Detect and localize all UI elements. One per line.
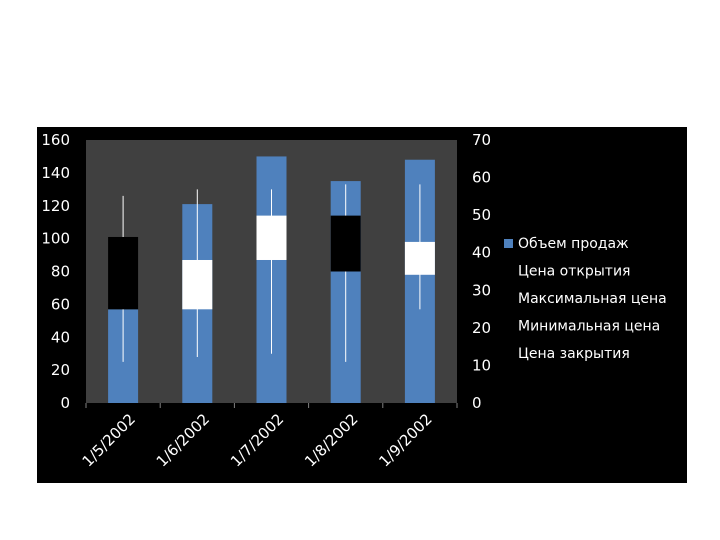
legend-label: Максимальная цена xyxy=(518,291,667,307)
legend-swatch-volume xyxy=(504,239,513,248)
right-tick-label: 50 xyxy=(472,206,491,224)
x-tick-label: 1/7/2002 xyxy=(227,410,287,470)
left-y-axis: 0 20 40 60 80 100 120 140 160 xyxy=(41,131,70,412)
legend-label: Цена открытия xyxy=(518,264,630,280)
candle-body-down xyxy=(108,236,139,310)
stock-chart: 0 20 40 60 80 100 120 140 160 0 10 20 30 40 50 60 70 1/… xyxy=(41,131,667,470)
right-tick-label: 60 xyxy=(472,169,491,187)
right-tick-label: 0 xyxy=(472,394,482,412)
candle-body-up xyxy=(404,241,435,275)
right-tick-label: 40 xyxy=(472,244,491,262)
x-tick-label: 1/5/2002 xyxy=(79,410,139,470)
left-tick-label: 120 xyxy=(41,197,70,215)
candle-body-up xyxy=(256,215,287,260)
left-tick-label: 100 xyxy=(41,230,70,248)
left-tick-label: 160 xyxy=(41,131,70,149)
right-tick-label: 70 xyxy=(472,131,491,149)
x-tick-label: 1/9/2002 xyxy=(375,410,435,470)
candle-body-down xyxy=(330,215,361,272)
left-tick-label: 40 xyxy=(51,328,70,346)
x-axis: 1/5/2002 1/6/2002 1/7/2002 1/8/2002 1/9/2002 xyxy=(79,403,458,470)
legend-label: Минимальная цена xyxy=(518,319,660,335)
x-tick-label: 1/8/2002 xyxy=(301,410,361,470)
right-y-axis: 0 10 20 30 40 50 60 70 xyxy=(472,131,491,412)
candle-body-up xyxy=(182,259,213,310)
left-tick-label: 60 xyxy=(51,295,70,313)
right-tick-label: 10 xyxy=(472,356,491,374)
x-tick-label: 1/6/2002 xyxy=(153,410,213,470)
left-tick-label: 140 xyxy=(41,164,70,182)
left-tick-label: 80 xyxy=(51,263,70,281)
legend-label: Цена закрытия xyxy=(518,346,630,362)
left-tick-label: 20 xyxy=(51,361,70,379)
candlesticks xyxy=(108,184,435,362)
right-tick-label: 20 xyxy=(472,319,491,337)
chart-area: 0 20 40 60 80 100 120 140 160 0 10 20 30 40 50 60 70 1/… xyxy=(37,127,687,483)
legend: Объем продаж Цена открытия Максимальная це… xyxy=(504,236,667,362)
right-tick-label: 30 xyxy=(472,281,491,299)
legend-label: Объем продаж xyxy=(518,236,629,252)
left-tick-label: 0 xyxy=(60,394,70,412)
